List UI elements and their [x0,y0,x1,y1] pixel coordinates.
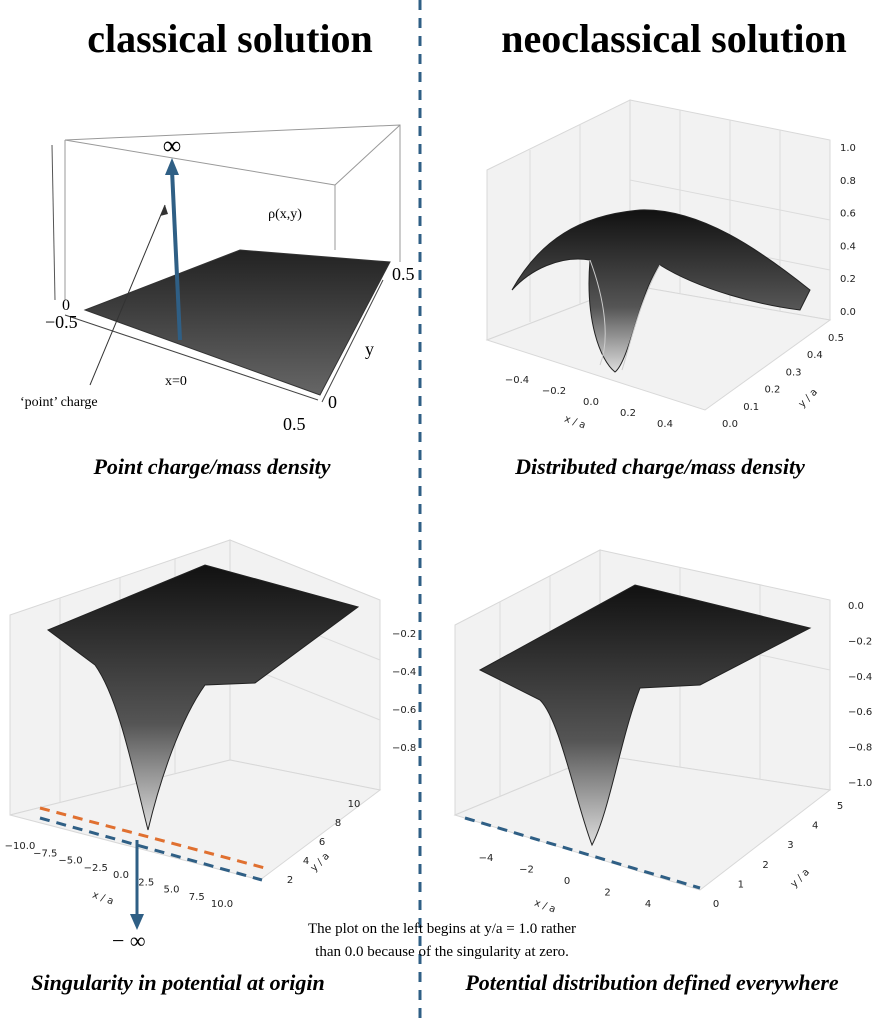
x-tick-label: 10.0 [211,899,233,910]
y-tick-label: 0.1 [743,402,759,413]
y-tick-label: 2 [762,860,768,871]
x-label: x / a [563,414,587,432]
y-tick-label: 1 [738,879,744,890]
y-tick-label: 0.0 [722,419,738,430]
panel-singularity [9,539,382,930]
note-line: The plot on the left begins at y/a = 1.0… [308,921,576,937]
x-label: x / a [533,898,557,916]
z-tick-label: −0.2 [392,629,416,640]
x-tick-label: −2 [519,865,534,876]
density-label: ρ(x,y) [268,207,302,222]
z-tick-label: −0.8 [392,743,416,754]
y-tick-label: 0.3 [786,367,802,378]
x-tick-label: −4 [479,853,494,864]
x-tick-label: −5.0 [58,856,82,867]
x-label: −0.5 [45,312,78,332]
z-tick-label: 0.0 [848,601,864,612]
y-tick-label: 3 [787,840,793,851]
z-tick-label: 0.2 [840,274,856,285]
x-tick-label: 0.0 [113,870,129,881]
y-tick-label: 10 [348,799,361,810]
caption: Point charge/mass density [92,454,330,479]
y-tick-label: 0.5 [828,333,844,344]
caption: Singularity in potential at origin [31,970,324,995]
z-tick-label: −0.2 [848,636,872,647]
note-line: than 0.0 because of the singularity at z… [315,944,569,960]
y-tick-label: 0.4 [807,350,823,361]
y-label: y / a [309,851,332,874]
y-tick-label: 4 [812,821,818,832]
y-axis-label: y [365,339,374,359]
minus-infinity-label: − ∞ [112,928,146,953]
x-tick-label: 2.5 [138,877,154,888]
y-tick-label: 4 [303,856,309,867]
y-tick-label: 5 [837,801,843,812]
z-tick-label: 0.0 [840,307,856,318]
z-tick-label: −1.0 [848,778,872,789]
caption: Distributed charge/mass density [514,454,805,479]
z-tick-label: −0.8 [848,743,872,754]
infinity-label: ∞ [163,131,182,160]
x-tick-label: −10.0 [5,841,36,852]
x-tick-label: −0.2 [542,386,566,397]
y-tick-label: 2 [287,875,293,886]
y-label: 0 [328,392,337,412]
caption: Potential distribution defined everywher… [464,970,839,995]
x-tick-label: 0.4 [657,419,673,430]
z-tick-label: −0.6 [392,705,416,716]
x-tick-label: 2 [604,888,610,899]
z-label: 0 [62,297,70,314]
x-tick-label: −2.5 [84,863,108,874]
panel-distributed [485,99,832,411]
x-tick-label: 7.5 [189,892,205,903]
x-zero-label: x=0 [165,374,187,389]
y-tick-label: 0 [713,899,719,910]
x-tick-label: 0 [564,876,570,887]
y-tick-label: 8 [335,818,341,829]
y-tick-label: 0.2 [764,385,780,396]
y-label: y / a [797,387,820,410]
z-tick-label: −0.6 [848,707,872,718]
y-label: y / a [789,867,812,890]
x-label: 0.5 [283,414,306,434]
panel-potential [453,549,832,891]
y-tick-label: 6 [319,837,325,848]
y-label: 0.5 [392,264,415,284]
x-tick-label: 0.2 [620,408,636,419]
z-tick-label: 0.6 [840,209,856,220]
x-tick-label: 4 [645,899,651,910]
x-tick-label: 0.0 [583,397,599,408]
panel-point-charge [51,124,401,403]
x-tick-label: 5.0 [164,885,180,896]
z-tick-label: −0.4 [848,672,872,683]
point-charge-label: ‘point’ charge [20,395,98,410]
x-label: x / a [91,890,115,908]
z-tick-label: −0.4 [392,667,416,678]
z-tick-label: 0.4 [840,241,856,252]
z-tick-label: 0.8 [840,176,856,187]
x-tick-label: −7.5 [33,848,57,859]
header-left: classical solution [87,16,373,61]
header-right: neoclassical solution [501,16,847,61]
x-tick-label: −0.4 [505,375,529,386]
z-tick-label: 1.0 [840,143,856,154]
